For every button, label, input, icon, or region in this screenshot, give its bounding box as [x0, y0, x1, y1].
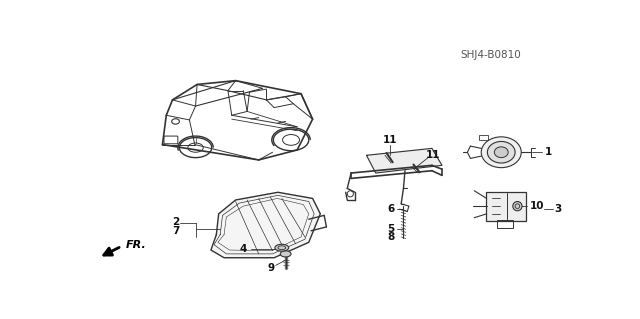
Text: 7: 7: [172, 226, 179, 236]
Text: FR.: FR.: [126, 240, 147, 250]
Ellipse shape: [494, 147, 508, 158]
Ellipse shape: [513, 202, 522, 211]
Text: 5: 5: [387, 224, 395, 234]
Text: 11: 11: [426, 150, 441, 160]
Text: 9: 9: [268, 263, 275, 273]
Text: 4: 4: [239, 244, 247, 254]
Ellipse shape: [481, 137, 521, 168]
Text: 1: 1: [545, 147, 552, 157]
Ellipse shape: [280, 251, 291, 257]
Text: 2: 2: [172, 217, 179, 226]
Text: 10: 10: [530, 201, 545, 211]
Polygon shape: [367, 148, 442, 173]
Text: 11: 11: [382, 135, 397, 145]
Text: 8: 8: [387, 232, 395, 242]
Text: SHJ4-B0810: SHJ4-B0810: [460, 50, 521, 60]
FancyBboxPatch shape: [486, 191, 526, 221]
Ellipse shape: [275, 244, 289, 251]
Text: 6: 6: [387, 204, 395, 214]
Ellipse shape: [488, 141, 515, 163]
Polygon shape: [211, 192, 320, 258]
Text: 3: 3: [555, 204, 562, 214]
